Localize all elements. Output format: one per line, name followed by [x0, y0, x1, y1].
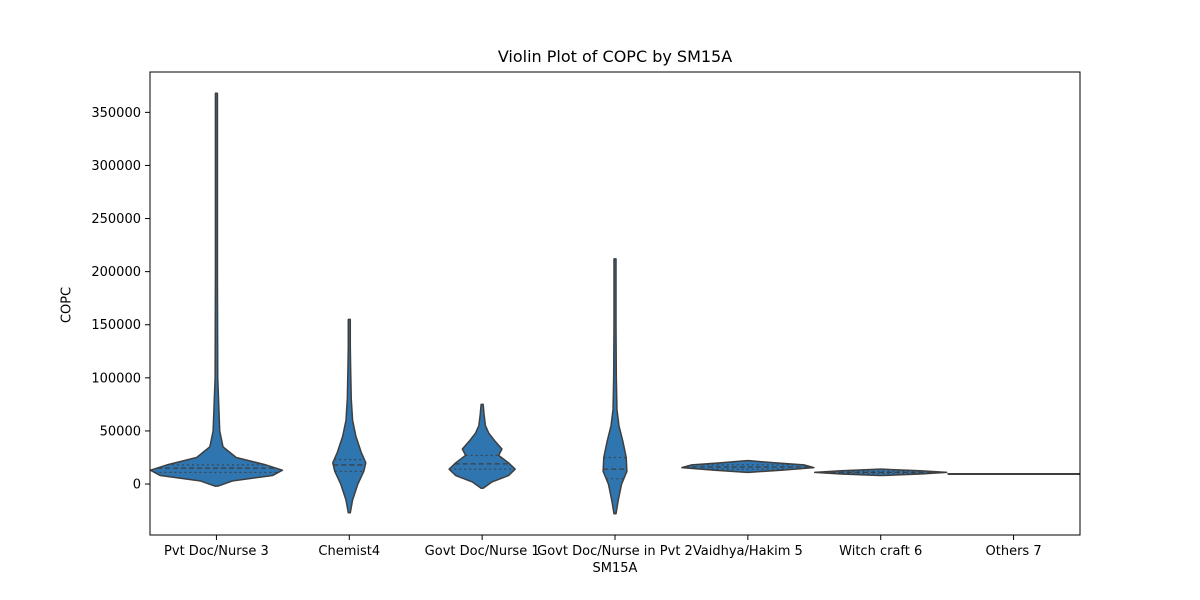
chart-title: Violin Plot of COPC by SM15A — [497, 47, 733, 66]
y-tick-label: 100000 — [91, 371, 141, 386]
x-axis: Pvt Doc/Nurse 3 Chemist4 Govt Doc/Nurse 1G… — [164, 535, 1042, 559]
plot-frame — [149, 71, 1081, 536]
x-axis-label: SM15A — [592, 561, 638, 576]
y-tick-label: 200000 — [91, 265, 141, 280]
violin — [448, 403, 516, 490]
violin — [332, 318, 367, 514]
x-tick-label: Others 7 — [986, 544, 1042, 559]
violin — [149, 92, 284, 487]
y-tick-label: 150000 — [91, 318, 141, 333]
x-tick-label: Witch craft 6 — [839, 544, 922, 559]
violin — [602, 258, 628, 515]
y-axis: 0 50000 100000 150000 200000 250000 300000 3500… — [91, 106, 150, 493]
y-tick-label: 350000 — [91, 106, 141, 121]
y-axis-label: COPC — [59, 286, 75, 324]
x-tick-label: Vaidhya/Hakim 5 — [693, 544, 803, 559]
violin — [813, 468, 948, 477]
violin-body — [602, 258, 628, 515]
x-tick-label: Govt Doc/Nurse 1 — [425, 544, 540, 559]
violin-body — [448, 403, 516, 490]
x-tick-label: Chemist4 — [318, 544, 380, 559]
y-tick-label: 300000 — [91, 159, 141, 174]
violin — [681, 459, 815, 474]
y-tick-label: 0 — [133, 478, 141, 493]
violins-group — [149, 92, 1080, 515]
x-tick-label: Govt Doc/Nurse in Pvt 2 — [537, 544, 693, 559]
violin-body — [149, 92, 284, 487]
x-tick-label: Pvt Doc/Nurse 3 — [164, 544, 269, 559]
y-tick-label: 50000 — [100, 424, 141, 439]
y-tick-label: 250000 — [91, 212, 141, 227]
